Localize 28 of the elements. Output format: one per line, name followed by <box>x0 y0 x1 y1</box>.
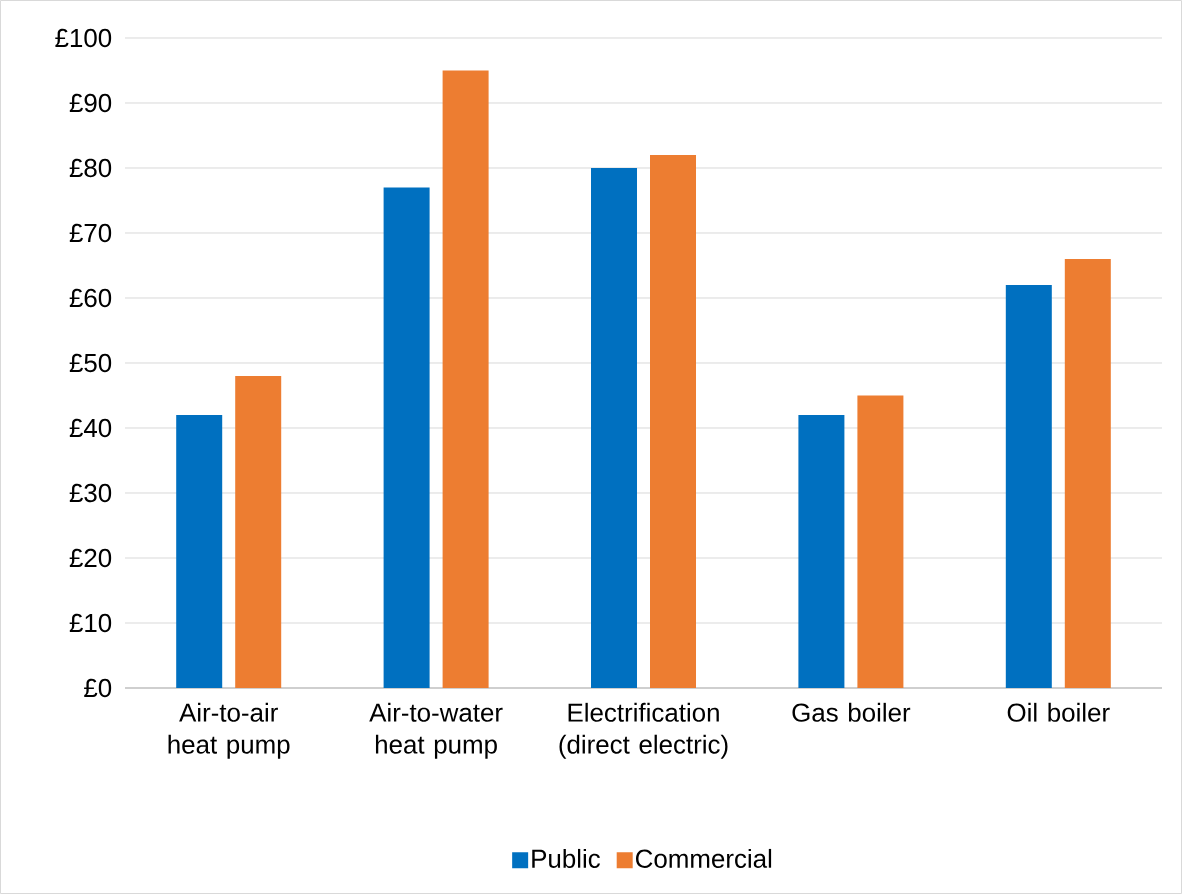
x-tick-label: Electrification (direct electric) <box>559 702 728 759</box>
y-tick-label: £40 <box>69 418 112 438</box>
y-tick-label: £90 <box>69 93 112 113</box>
y-tick-label: £100 <box>55 28 112 48</box>
y-tick-label: £70 <box>69 223 112 243</box>
x-tick-label: Gas boiler <box>792 702 911 722</box>
bar <box>650 154 696 688</box>
bar <box>235 376 282 688</box>
bar <box>1005 285 1052 688</box>
y-tick-label: £20 <box>69 548 112 568</box>
y-tick-label: £0 <box>84 678 112 698</box>
y-tick-label: £60 <box>69 288 112 308</box>
bar <box>442 70 489 688</box>
y-tick-label: £30 <box>69 483 112 503</box>
x-tick-label: Oil boiler <box>1007 702 1110 722</box>
bar <box>591 167 637 688</box>
bar <box>1064 259 1111 688</box>
y-tick-label: £50 <box>69 353 112 373</box>
y-tick-label: £10 <box>69 613 112 633</box>
bar <box>798 415 845 688</box>
bar <box>857 395 904 688</box>
y-tick-label: £80 <box>69 158 112 178</box>
x-tick-label: Air-to-air heat pump <box>168 702 290 759</box>
legend-label: Public <box>532 848 600 868</box>
bar <box>176 415 223 688</box>
bar <box>383 187 430 688</box>
legend-label: Commercial <box>636 848 772 868</box>
x-tick-label: Air-to-water heat pump <box>369 702 503 759</box>
